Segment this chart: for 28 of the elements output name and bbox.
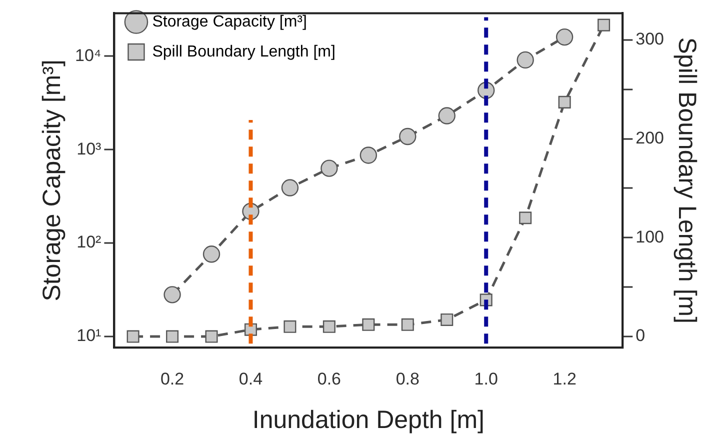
point (556, 28, 574, 46)
point (320, 160, 338, 177)
point (164, 286, 181, 304)
legend-label: Spill Boundary Length [m] (152, 43, 336, 60)
x-tick-label: 0.2 (160, 369, 184, 388)
x-tick-label: 1.2 (552, 369, 576, 388)
y-tick-label: 10³ (76, 139, 102, 158)
y-tick-label: 10⁴ (74, 46, 102, 65)
x-tick-label: 0.8 (396, 369, 420, 388)
y-axis-title: Storage Capacity [m³] (38, 60, 66, 302)
point (399, 128, 416, 146)
y2-tick-label: 200 (636, 128, 664, 148)
y-tick-label: 10² (76, 232, 102, 252)
point (281, 179, 299, 196)
point (438, 107, 456, 124)
x-tick-label: 0.4 (238, 369, 263, 388)
point (202, 246, 220, 263)
point (516, 51, 534, 69)
y-tick-label: 10¹ (76, 326, 102, 346)
y2-tick-label: 300 (636, 30, 664, 49)
y2-axis-title: Spill Boundary Length [m] (673, 37, 702, 324)
point (360, 146, 378, 164)
y2-tick-label: 0 (636, 326, 646, 346)
x-tick-label: 0.6 (317, 369, 342, 388)
x-tick-label: 1.0 (474, 369, 498, 388)
y2-tick-label: 100 (636, 227, 664, 246)
x-axis-title: Inundation Depth [m] (252, 406, 484, 434)
legend-label: Storage Capacity [m³] (152, 13, 307, 30)
